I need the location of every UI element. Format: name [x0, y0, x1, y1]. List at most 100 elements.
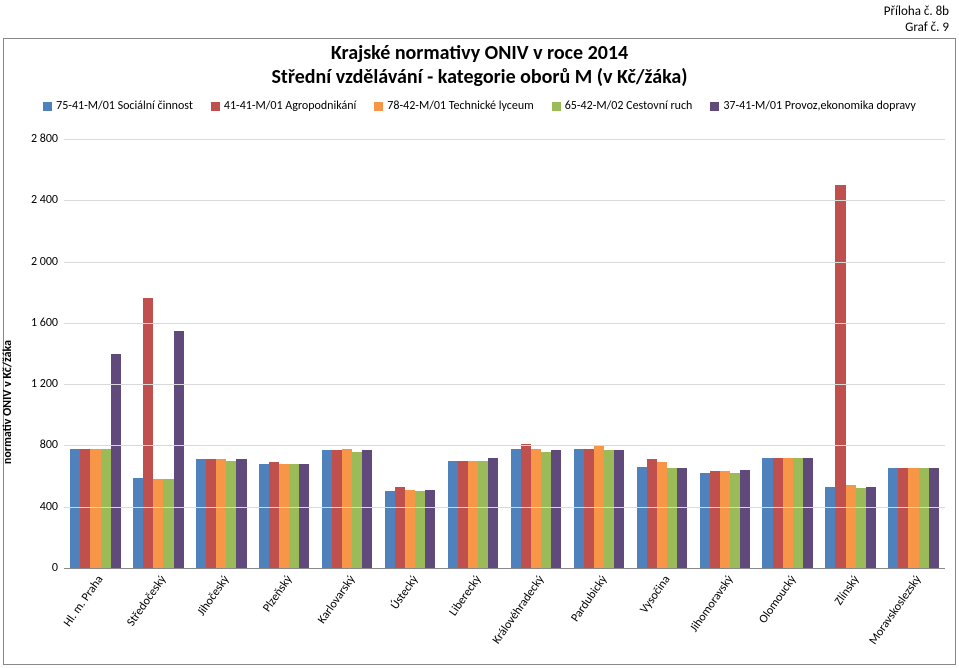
x-label-slot: Karlovarský: [316, 569, 379, 664]
header-line2: Graf č. 9: [884, 20, 949, 36]
bar: [101, 449, 111, 569]
bar: [133, 478, 143, 568]
bar-group: [64, 139, 127, 568]
x-label-slot: Hl. m. Praha: [64, 569, 127, 664]
bar: [541, 452, 551, 568]
bar: [143, 298, 153, 568]
x-label-slot: Královéhradecký: [504, 569, 567, 664]
gridline: [64, 445, 945, 446]
x-label-slot: Liberecký: [442, 569, 505, 664]
bar: [196, 459, 206, 568]
bars: [637, 139, 687, 568]
chart-frame: Krajské normativy ONIV v roce 2014 Střed…: [3, 38, 956, 665]
legend-label: 41-41-M/01 Agropodnikání: [224, 99, 356, 113]
x-tick-label: Jihočeský: [195, 573, 233, 619]
bars: [259, 139, 309, 568]
x-tick-label: Karlovarský: [315, 573, 358, 627]
bar: [70, 449, 80, 569]
bar-group: [316, 139, 379, 568]
bars: [888, 139, 938, 568]
bar: [90, 449, 100, 569]
x-tick-label: Liberecký: [447, 573, 485, 619]
bar: [637, 467, 647, 568]
bar: [216, 459, 226, 568]
x-label-slot: Pardubický: [567, 569, 630, 664]
gridline: [64, 200, 945, 201]
bar: [710, 471, 720, 568]
bar: [531, 449, 541, 569]
bars: [70, 139, 120, 568]
bar: [793, 458, 803, 568]
bar: [825, 487, 835, 568]
bars: [133, 139, 183, 568]
bar: [720, 471, 730, 568]
bar: [667, 468, 677, 568]
bar-group: [567, 139, 630, 568]
y-tick-label: 0: [52, 561, 58, 575]
bar: [163, 479, 173, 568]
bar-group: [253, 139, 316, 568]
y-tick-label: 2 800: [31, 132, 58, 146]
bar: [740, 470, 750, 568]
x-label-slot: Ústecký: [379, 569, 442, 664]
bar-group: [379, 139, 442, 568]
bar: [614, 450, 624, 568]
x-label-slot: Středočeský: [127, 569, 190, 664]
bar: [803, 458, 813, 568]
legend-swatch: [552, 102, 561, 111]
bar: [395, 487, 405, 568]
bar-group: [630, 139, 693, 568]
bars: [322, 139, 372, 568]
y-tick-label: 800: [40, 438, 58, 452]
bar-groups: [64, 139, 945, 568]
x-tick-label: Plzeňský: [261, 573, 296, 615]
bars: [448, 139, 498, 568]
x-tick-label: Zlínský: [832, 573, 862, 608]
bar-group: [127, 139, 190, 568]
chart-subtitle: Střední vzdělávání - kategorie oborů M (…: [4, 65, 955, 89]
x-tick-label: Ústecký: [388, 573, 421, 612]
x-label-slot: Jihomoravský: [693, 569, 756, 664]
y-tick-label: 1 600: [31, 316, 58, 330]
bar: [762, 458, 772, 568]
bar-group: [190, 139, 253, 568]
bars: [196, 139, 246, 568]
bar: [236, 459, 246, 568]
bar: [448, 461, 458, 568]
y-tick-label: 2 000: [31, 255, 58, 269]
x-tick-label: Středočeský: [125, 573, 170, 629]
bar: [783, 458, 793, 568]
legend-label: 75-41-M/01 Sociální činnost: [56, 99, 193, 113]
gridline: [64, 262, 945, 263]
header-annotations: Příloha č. 8b Graf č. 9: [884, 4, 949, 35]
bars: [511, 139, 561, 568]
bar: [342, 449, 352, 569]
bar: [584, 449, 594, 569]
chart-title: Krajské normativy ONIV v roce 2014: [4, 41, 955, 65]
bar: [888, 468, 898, 568]
x-tick-label: Jihomoravský: [687, 573, 736, 635]
bar: [551, 450, 561, 568]
bar: [405, 490, 415, 568]
bar: [730, 473, 740, 568]
legend-label: 37-41-M/01 Provoz,ekonomika dopravy: [723, 99, 916, 113]
plot-area: 04008001 2001 6002 0002 4002 800: [64, 139, 945, 569]
bars: [825, 139, 875, 568]
bar: [111, 354, 121, 569]
legend-label: 65-42-M/02 Cestovní ruch: [565, 99, 693, 113]
bar: [206, 459, 216, 568]
chart-titles: Krajské normativy ONIV v roce 2014 Střed…: [4, 41, 955, 89]
x-tick-label: Pardubický: [568, 573, 610, 625]
bar: [279, 464, 289, 568]
bar: [322, 450, 332, 568]
bar: [919, 468, 929, 568]
bar: [488, 458, 498, 568]
y-tick-label: 400: [40, 500, 58, 514]
bar: [259, 464, 269, 568]
bar: [866, 487, 876, 568]
bar: [647, 459, 657, 568]
bar: [856, 488, 866, 568]
x-tick-label: Hl. m. Praha: [61, 573, 106, 630]
bar: [299, 464, 309, 568]
x-axis-labels: Hl. m. Praha Středočeský Jihočeský Plzeňský…: [64, 569, 945, 664]
